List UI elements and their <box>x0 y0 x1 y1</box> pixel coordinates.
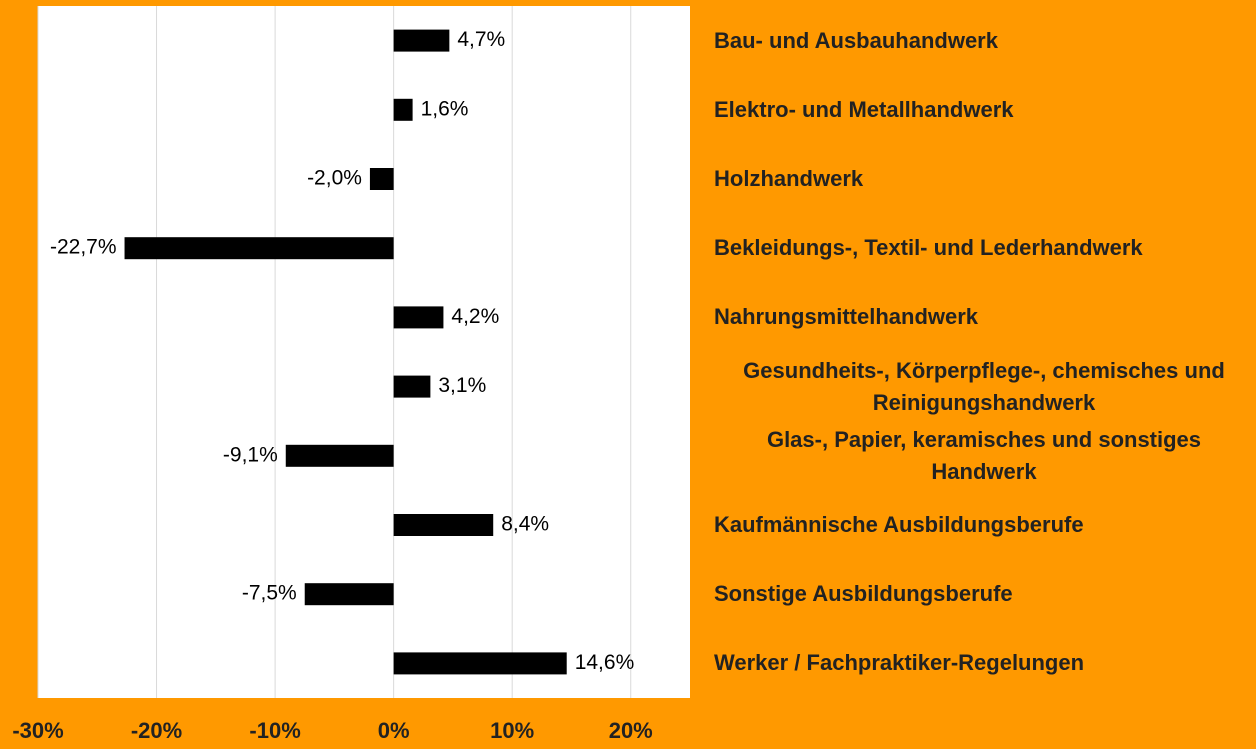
x-tick-label: -10% <box>249 718 300 743</box>
plot-area <box>38 6 690 698</box>
bar <box>304 583 394 606</box>
category-label: Werker / Fachpraktiker-Regelungen <box>714 650 1085 676</box>
data-label: 14,6% <box>575 651 635 674</box>
x-tick-label: 20% <box>609 718 653 743</box>
bar <box>393 306 444 329</box>
x-tick-label: -30% <box>12 718 63 743</box>
category-label: Elektro- und Metallhandwerk <box>714 96 1014 122</box>
x-tick-label: -20% <box>131 718 182 743</box>
bar <box>285 444 394 467</box>
data-label: 4,7% <box>457 28 505 51</box>
bar <box>393 375 431 398</box>
category-label: Bau- und Ausbauhandwerk <box>714 27 998 53</box>
category-label: Glas-, Papier, keramisches und sonstiges… <box>766 426 1202 484</box>
category-label: Holzhandwerk <box>714 166 864 191</box>
category-label: Kaufmännische Ausbildungsberufe <box>714 512 1084 537</box>
bar <box>393 29 450 52</box>
data-label: 4,2% <box>451 305 499 328</box>
category-label: Gesundheits-, Körperpflege-, chemisches … <box>743 357 1225 415</box>
data-label: 8,4% <box>501 513 549 536</box>
bar <box>369 168 394 190</box>
category-label: Nahrungsmittelhandwerk <box>714 304 979 330</box>
data-label: -9,1% <box>223 443 278 466</box>
bar <box>393 98 413 121</box>
data-label: 3,1% <box>438 374 486 397</box>
bar <box>393 514 494 536</box>
data-label: -22,7% <box>50 236 117 259</box>
bar <box>124 237 394 260</box>
data-label: -7,5% <box>242 582 297 605</box>
x-tick-label: 0% <box>378 718 410 743</box>
data-label: -2,0% <box>307 167 362 190</box>
bar <box>393 652 567 675</box>
x-tick-label: 10% <box>490 718 534 743</box>
data-label: 1,6% <box>421 97 469 120</box>
category-label: Sonstige Ausbildungsberufe <box>714 581 1013 607</box>
category-label: Bekleidungs-, Textil- und Lederhandwerk <box>714 235 1143 261</box>
